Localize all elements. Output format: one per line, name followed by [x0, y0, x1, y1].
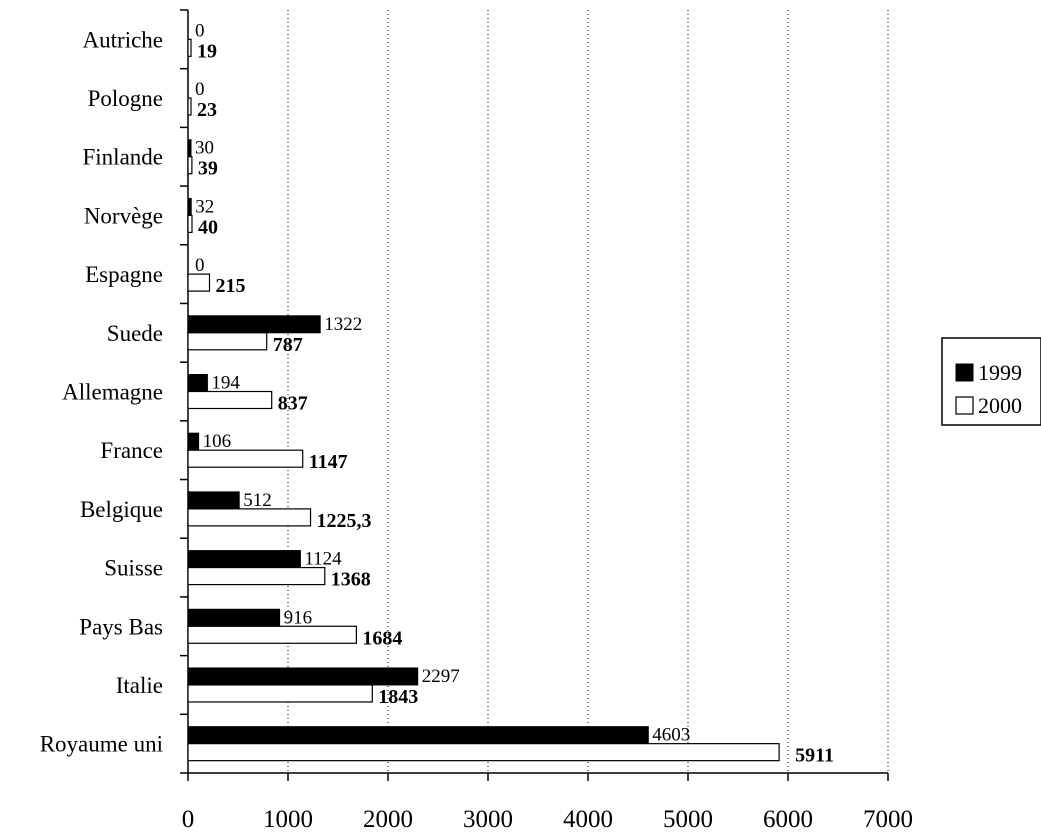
bar-2000	[187, 156, 193, 175]
data-label-2000: 1147	[309, 451, 348, 473]
legend: 1999 2000	[941, 337, 1041, 426]
data-label-2000: 215	[216, 275, 246, 297]
legend-label-1999: 1999	[978, 360, 1022, 385]
category-label: Pologne	[88, 86, 163, 111]
bar-1999	[187, 491, 240, 510]
bar-2000	[187, 684, 373, 703]
category-label: Allemagne	[62, 380, 163, 405]
legend-swatch-1999	[955, 363, 974, 382]
bar-2000	[187, 449, 304, 468]
x-tick-label: 5000	[663, 806, 713, 833]
category-label: Royaume uni	[40, 732, 163, 757]
data-label-1999: 1322	[324, 314, 362, 335]
bar-1999	[187, 432, 200, 451]
bar-1999	[187, 315, 321, 334]
data-label-1999: 512	[243, 490, 272, 511]
data-label-2000: 1225,3	[317, 510, 372, 532]
bar-2000	[187, 390, 273, 410]
bar-2000	[187, 566, 326, 586]
category-label: Suede	[107, 321, 163, 346]
tick-labels: 0 1000 2000 3000 4000 5000 6000 7000	[182, 806, 913, 833]
category-label: Autriche	[83, 27, 163, 52]
category-label: France	[100, 438, 163, 463]
data-label-2000: 837	[278, 393, 308, 415]
bar-2000	[187, 214, 193, 234]
bar-2000	[187, 332, 268, 351]
data-label-2000: 19	[197, 40, 217, 62]
data-label-2000: 1684	[362, 627, 402, 649]
x-tick-label: 0	[182, 806, 195, 833]
x-tick-label: 2000	[363, 806, 413, 833]
data-label-2000: 40	[198, 216, 218, 238]
x-tick-label: 4000	[563, 806, 613, 833]
data-label-1999: 0	[195, 255, 205, 276]
data-label-1999: 0	[195, 79, 205, 100]
data-label-2000: 5911	[795, 745, 834, 767]
x-tick-label: 7000	[863, 806, 913, 833]
bar-2000	[187, 273, 211, 292]
category-label: Norvège	[84, 203, 163, 228]
bar-1999	[187, 608, 281, 627]
data-label-2000: 39	[198, 158, 218, 180]
data-label-1999: 32	[195, 196, 214, 217]
bar-1999	[187, 374, 208, 392]
category-label: Italie	[116, 673, 163, 698]
legend-label-2000: 2000	[978, 393, 1022, 418]
x-tick-label: 6000	[763, 806, 813, 833]
data-label-1999: 4603	[652, 725, 690, 746]
gridlines	[287, 10, 889, 773]
data-label-2000: 1843	[378, 686, 418, 708]
bar-2000	[187, 97, 192, 116]
bar-2000	[187, 508, 312, 527]
category-label: Finlande	[83, 145, 164, 170]
data-label-1999: 0	[195, 20, 205, 41]
bar-1999	[187, 726, 649, 745]
data-label-2000: 1368	[331, 569, 371, 591]
data-label-1999: 30	[195, 138, 214, 159]
x-tick-label: 3000	[463, 806, 513, 833]
data-label-1999: 194	[211, 373, 240, 394]
bar-2000	[187, 625, 357, 644]
category-label: Suisse	[104, 556, 163, 581]
data-label-1999: 916	[284, 607, 313, 628]
data-label-1999: 106	[203, 431, 232, 452]
bars	[187, 38, 780, 762]
bar-1999	[187, 139, 192, 158]
category-labels: Autriche Pologne Finlande Norvège Espagne Sue…	[40, 27, 163, 756]
bar-1999	[187, 197, 192, 216]
category-label: Espagne	[85, 262, 163, 287]
data-label-2000: 787	[273, 334, 303, 356]
bar-2000	[187, 743, 780, 762]
data-label-2000: 23	[197, 99, 217, 121]
data-label-1999: 2297	[422, 666, 460, 687]
bar-1999	[187, 550, 301, 569]
legend-swatch-2000	[955, 396, 974, 415]
category-label: Belgique	[80, 497, 163, 522]
bar-1999	[187, 667, 419, 686]
data-labels: 0190233039324002151322787194837106114751…	[195, 20, 834, 766]
category-label: Pays Bas	[79, 614, 163, 639]
data-label-1999: 1124	[304, 549, 342, 570]
x-tick-label: 1000	[263, 806, 313, 833]
bar-2000	[187, 38, 192, 57]
